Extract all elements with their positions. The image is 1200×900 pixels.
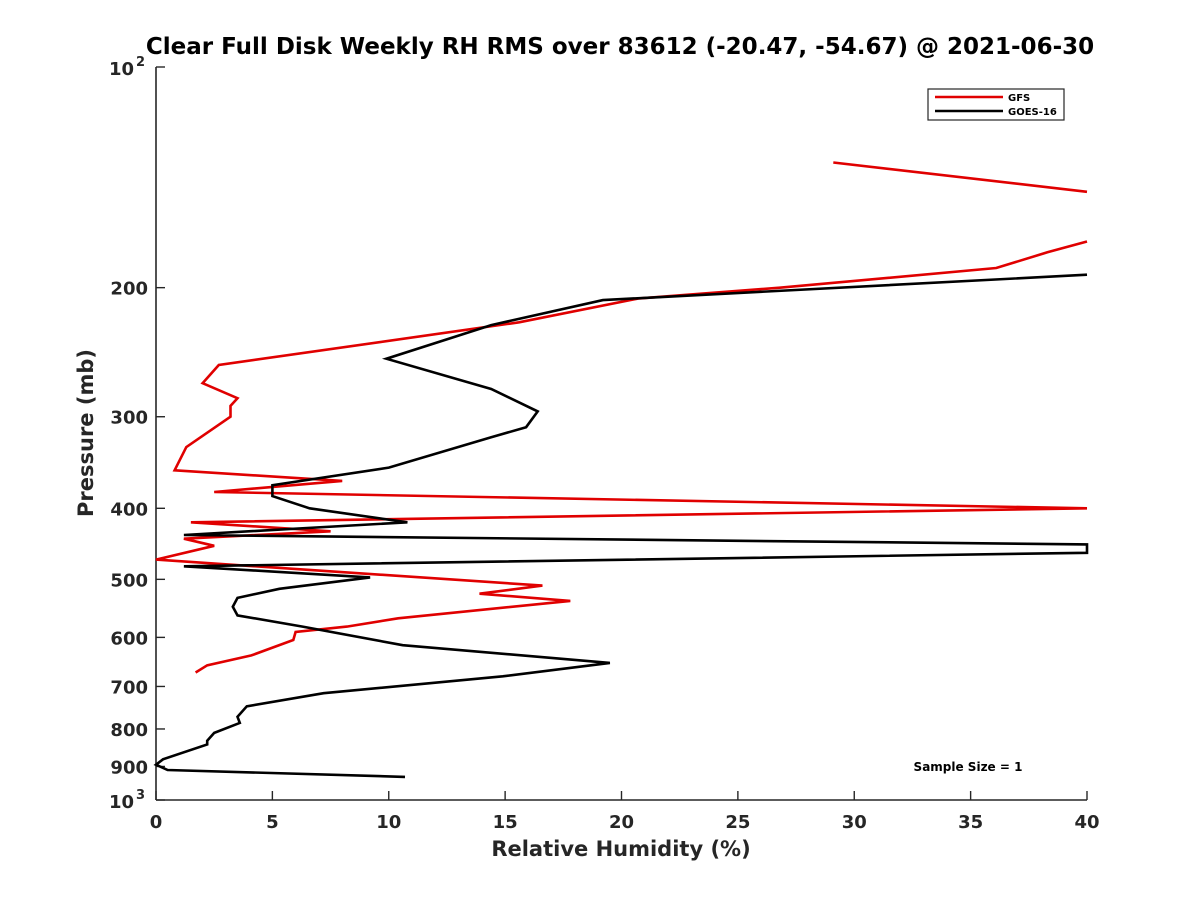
y-tick-label-exponent: 3	[136, 788, 145, 803]
x-tick-label: 5	[266, 812, 279, 833]
y-tick-label: 300	[110, 408, 148, 429]
x-tick-label: 20	[609, 812, 634, 833]
sample-size-annotation: Sample Size = 1	[914, 760, 1023, 774]
x-axis-label: Relative Humidity (%)	[491, 837, 750, 861]
y-tick-label: 200	[110, 279, 148, 300]
series-line-goes16	[153, 273, 1089, 779]
y-tick-label: 400	[110, 499, 148, 520]
x-tick-label: 35	[958, 812, 983, 833]
x-tick-label: 15	[493, 812, 518, 833]
legend-label-goes16: GOES-16	[1008, 107, 1057, 118]
y-tick-label: 700	[110, 677, 148, 698]
y-tick-label: 800	[110, 720, 148, 741]
series-line-gfs	[155, 240, 1088, 674]
x-ticks: 0 5 10 15 20 25 30 35 40	[150, 791, 1100, 833]
y-axis-label: Pressure (mb)	[74, 349, 98, 517]
legend: GFS GOES-16	[927, 88, 1065, 121]
y-tick-label-power: 10	[109, 792, 134, 813]
x-tick-label: 40	[1074, 812, 1099, 833]
series-layer	[153, 161, 1089, 779]
y-tick-label: 900	[110, 757, 148, 778]
x-tick-label: 25	[725, 812, 750, 833]
y-tick-label-exponent: 2	[136, 55, 145, 70]
chart-title: Clear Full Disk Weekly RH RMS over 83612…	[146, 34, 1094, 60]
series-line-gfs	[833, 161, 1088, 194]
y-tick-label-power: 10	[109, 59, 134, 80]
x-tick-label: 0	[150, 812, 163, 833]
x-tick-label: 30	[842, 812, 867, 833]
legend-box	[927, 88, 1065, 121]
y-tick-label: 600	[110, 628, 148, 649]
x-tick-label: 10	[376, 812, 401, 833]
y-tick-label: 500	[110, 570, 148, 591]
legend-label-gfs: GFS	[1008, 93, 1030, 104]
